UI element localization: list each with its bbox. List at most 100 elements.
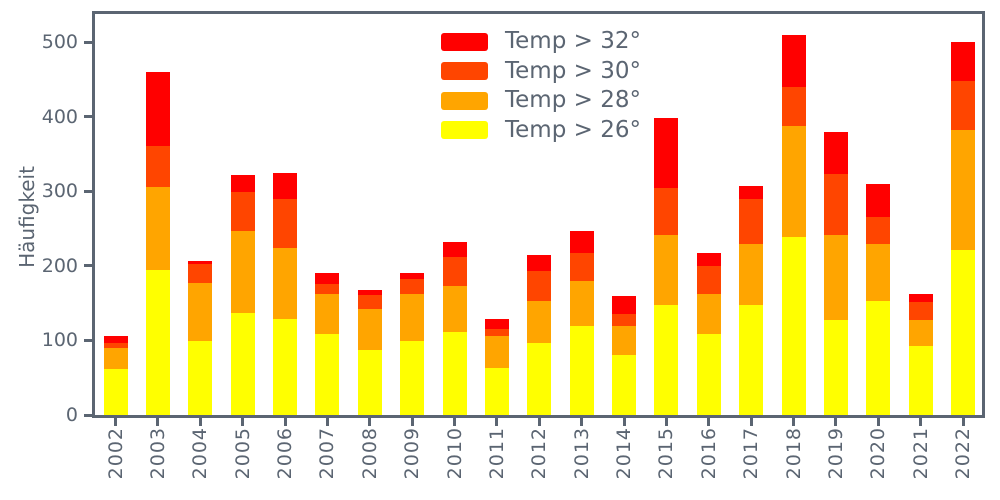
x-tick	[156, 418, 160, 426]
legend-swatch-icon	[441, 121, 488, 139]
bar-segment-2013	[569, 253, 594, 282]
bar-segment-2010	[442, 332, 467, 415]
bar-segment-2007	[315, 294, 340, 334]
bar-segment-2012	[527, 300, 552, 343]
x-tick	[792, 418, 795, 426]
bar-2009	[400, 272, 425, 415]
legend-label: Temp > 32°	[505, 28, 641, 54]
legend-item: Temp > 32°	[441, 28, 641, 54]
bar-2005	[230, 174, 255, 415]
bar-segment-2015	[654, 187, 679, 236]
bar-segment-2019	[823, 174, 848, 236]
bar-segment-2010	[442, 241, 467, 257]
bar-segment-2009	[400, 272, 425, 280]
bar-segment-2006	[273, 318, 297, 415]
x-tick-label-2002: 2002	[104, 427, 127, 480]
bar-segment-2018	[781, 126, 806, 238]
x-tick	[876, 418, 880, 426]
x-tick-label-2019: 2019	[824, 427, 847, 480]
bar-segment-2021	[908, 301, 933, 321]
bar-segment-2012	[527, 255, 552, 272]
legend-item: Temp > 28°	[441, 87, 641, 113]
bar-segment-2020	[866, 183, 891, 218]
bar-2006	[273, 172, 297, 415]
x-tick-label-2004: 2004	[189, 427, 212, 480]
bar-2002	[103, 335, 128, 415]
bar-segment-2019	[823, 131, 848, 175]
bar-segment-2021	[908, 345, 933, 415]
bar-segment-2015	[654, 305, 679, 415]
bar-segment-2022	[951, 42, 975, 81]
bar-segment-2013	[569, 230, 594, 254]
bar-segment-2014	[612, 314, 636, 327]
bar-2011	[484, 318, 509, 415]
bar-segment-2017	[739, 244, 764, 305]
bar-segment-2020	[866, 300, 891, 415]
bar-segment-2004	[188, 341, 213, 415]
bar-segment-2002	[103, 347, 128, 369]
bar-segment-2004	[188, 282, 213, 342]
x-tick-label-2020: 2020	[867, 427, 890, 480]
legend-item: Temp > 26°	[441, 116, 641, 143]
bar-2008	[357, 289, 382, 415]
bar-segment-2003	[145, 145, 170, 188]
x-tick-label-2021: 2021	[909, 427, 932, 480]
legend: Temp > 32° Temp > 30° Temp > 28° Temp > 26°	[441, 28, 641, 149]
bar-segment-2016	[696, 253, 721, 266]
legend-swatch-icon	[441, 62, 488, 80]
bar-segment-2019	[823, 320, 848, 415]
x-tick	[919, 418, 923, 426]
y-tick-label: 100	[41, 329, 78, 352]
x-tick	[707, 418, 711, 426]
x-tick	[241, 418, 245, 426]
x-tick	[664, 418, 668, 426]
bar-segment-2016	[696, 294, 721, 335]
legend-label: Temp > 30°	[505, 57, 641, 84]
bar-segment-2009	[400, 341, 425, 415]
x-tick-label-2003: 2003	[146, 427, 169, 480]
x-tick	[537, 418, 541, 426]
bar-segment-2013	[569, 281, 594, 327]
bar-segment-2005	[230, 174, 255, 192]
legend-label: Temp > 28°	[505, 87, 641, 113]
x-tick-label-2013: 2013	[570, 427, 593, 480]
bar-segment-2003	[145, 71, 170, 146]
bar-segment-2018	[781, 86, 806, 127]
bar-segment-2007	[315, 333, 340, 415]
legend-swatch-icon	[441, 91, 488, 110]
bar-2017	[739, 186, 764, 415]
legend-item: Temp > 30°	[441, 57, 641, 84]
bar-segment-2012	[527, 271, 552, 301]
plot-area	[92, 11, 985, 418]
x-tick	[495, 418, 499, 426]
bar-segment-2021	[908, 320, 933, 346]
bar-2018	[781, 34, 806, 415]
bar-segment-2002	[103, 368, 128, 415]
x-tick-label-2008: 2008	[358, 427, 381, 480]
bar-2004	[188, 261, 213, 415]
y-tick-label: 0	[65, 404, 78, 426]
x-tick-label-2014: 2014	[613, 427, 635, 480]
y-tick	[84, 264, 92, 268]
bar-segment-2004	[188, 263, 213, 283]
bar-segment-2006	[273, 172, 297, 199]
bar-segment-2022	[951, 80, 975, 131]
bar-segment-2019	[823, 235, 848, 321]
legend-swatch-icon	[441, 32, 488, 51]
bar-2010	[442, 241, 467, 415]
legend-label: Temp > 26°	[505, 116, 641, 143]
bar-2012	[527, 255, 552, 415]
bar-segment-2014	[612, 326, 636, 355]
bar-segment-2011	[484, 368, 509, 415]
bar-2003	[145, 71, 170, 415]
bar-segment-2008	[357, 294, 382, 310]
x-tick	[114, 418, 117, 426]
bar-segment-2020	[866, 244, 891, 301]
bar-2016	[696, 253, 721, 415]
y-tick	[84, 413, 92, 417]
x-tick-label-2012: 2012	[528, 427, 551, 480]
bar-segment-2011	[484, 335, 509, 369]
bar-2019	[823, 131, 848, 415]
bar-segment-2022	[951, 250, 975, 415]
